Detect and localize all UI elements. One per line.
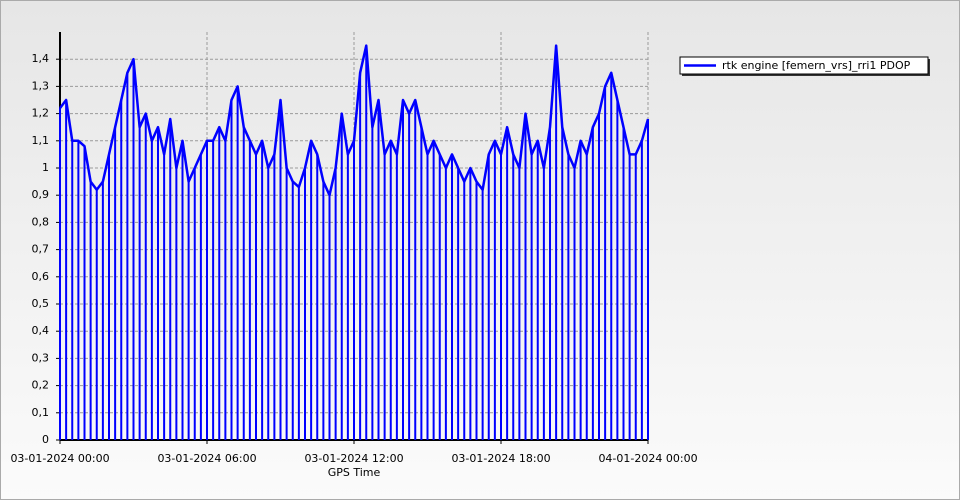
legend-label: rtk engine [femern_vrs]_rri1 PDOP xyxy=(722,59,911,72)
plot-area: 0 0,1 0,2 0,3 0,4 0,5 0,6 0,7 0,8 0,9 1 1,1 1,2 1,3 1,… xyxy=(10,32,698,465)
y-tick-label: 0,7 xyxy=(32,243,50,256)
x-tick-label: 03-01-2024 12:00 xyxy=(304,452,403,465)
y-tick-label: 1,3 xyxy=(32,79,50,92)
y-tick-label: 1,2 xyxy=(32,107,50,120)
y-tick-label: 0,1 xyxy=(32,406,50,419)
y-tick-label: 0,6 xyxy=(32,270,50,283)
y-tick-label: 0,5 xyxy=(32,297,50,310)
y-tick-label: 0,3 xyxy=(32,351,50,364)
y-tick-label: 0,2 xyxy=(32,379,50,392)
y-tick-label: 1,4 xyxy=(32,52,50,65)
y-tick-label: 0 xyxy=(42,433,49,446)
series-line xyxy=(59,44,650,197)
y-tick-label: 0,9 xyxy=(32,188,50,201)
x-tick-label: 04-01-2024 00:00 xyxy=(598,452,697,465)
x-tick-label: 03-01-2024 18:00 xyxy=(451,452,550,465)
x-axis-label: GPS Time xyxy=(328,466,381,479)
legend-box xyxy=(679,56,929,75)
y-tick-label: 1 xyxy=(42,161,49,174)
x-tick-label: 03-01-2024 06:00 xyxy=(157,452,256,465)
y-tick-label: 1,1 xyxy=(32,134,50,147)
y-tick-label: 0,8 xyxy=(32,215,50,228)
x-tick-label: 03-01-2024 00:00 xyxy=(10,452,109,465)
y-tick-label: 0,4 xyxy=(32,324,50,337)
